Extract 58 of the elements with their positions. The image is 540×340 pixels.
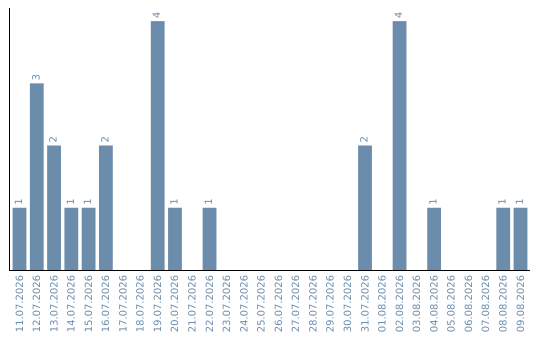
data-label: 1 bbox=[428, 198, 440, 205]
data-label: 1 bbox=[498, 198, 509, 205]
x-tick-label: 05.08.2026 bbox=[446, 275, 458, 332]
bar bbox=[98, 146, 113, 270]
bar bbox=[496, 208, 510, 270]
bar bbox=[514, 208, 528, 270]
data-label: 2 bbox=[360, 136, 371, 143]
x-tick-label: 01.08.2026 bbox=[378, 275, 389, 332]
bar bbox=[202, 208, 216, 270]
x-tick-label: 13.07.2026 bbox=[49, 275, 60, 332]
data-label: 4 bbox=[394, 12, 406, 18]
data-label: 1 bbox=[14, 198, 25, 205]
x-tick-label: 08.08.2026 bbox=[498, 275, 510, 332]
bar bbox=[64, 208, 78, 270]
bar bbox=[82, 208, 96, 270]
bar bbox=[30, 83, 44, 270]
data-label: 3 bbox=[31, 74, 42, 80]
data-label: 1 bbox=[515, 198, 526, 205]
bar bbox=[427, 208, 442, 270]
bar bbox=[150, 21, 165, 270]
x-tick-label: 02.08.2026 bbox=[394, 275, 406, 332]
x-tick-label: 09.08.2026 bbox=[516, 275, 527, 332]
x-tick-label: 06.08.2026 bbox=[464, 275, 475, 332]
x-tick-label: 15.07.2026 bbox=[84, 275, 95, 332]
x-tick-label: 25.07.2026 bbox=[256, 275, 268, 332]
x-tick-label: 23.07.2026 bbox=[222, 275, 234, 332]
x-tick-label: 07.08.2026 bbox=[481, 275, 492, 332]
x-tick-label: 26.07.2026 bbox=[274, 275, 285, 332]
x-tick-label: 03.08.2026 bbox=[412, 275, 424, 332]
x-tick-label: 12.07.2026 bbox=[32, 275, 44, 332]
x-tick-label: 04.08.2026 bbox=[429, 275, 440, 332]
data-label: 1 bbox=[83, 198, 94, 205]
x-tick-label: 28.07.2026 bbox=[308, 275, 320, 332]
data-label: 1 bbox=[169, 198, 180, 205]
x-tick-label: 29.07.2026 bbox=[326, 275, 337, 332]
x-tick-label: 24.07.2026 bbox=[239, 275, 250, 332]
x-tick-label: 22.07.2026 bbox=[204, 275, 216, 332]
data-label: 1 bbox=[66, 198, 77, 205]
data-label: 2 bbox=[48, 136, 60, 143]
x-tick-label: 16.07.2026 bbox=[101, 275, 112, 332]
data-label: 4 bbox=[152, 12, 164, 18]
x-tick-label: 19.07.2026 bbox=[152, 275, 164, 332]
x-tick-label: 14.07.2026 bbox=[66, 275, 78, 332]
bar bbox=[392, 21, 406, 270]
data-label: 2 bbox=[100, 136, 112, 143]
x-tick-label: 31.07.2026 bbox=[360, 275, 372, 332]
data-label: 1 bbox=[204, 198, 216, 205]
bar bbox=[12, 208, 26, 270]
bar bbox=[358, 146, 372, 270]
x-tick-label: 11.07.2026 bbox=[14, 275, 26, 332]
x-tick-label: 20.07.2026 bbox=[170, 275, 182, 332]
x-tick-label: 27.07.2026 bbox=[291, 275, 302, 332]
x-tick-label: 30.07.2026 bbox=[342, 275, 354, 332]
x-tick-label: 17.07.2026 bbox=[118, 275, 130, 332]
x-tick-label: 18.07.2026 bbox=[136, 275, 147, 332]
bar bbox=[47, 146, 61, 270]
bar bbox=[168, 208, 182, 270]
x-tick-label: 21.07.2026 bbox=[188, 275, 199, 332]
